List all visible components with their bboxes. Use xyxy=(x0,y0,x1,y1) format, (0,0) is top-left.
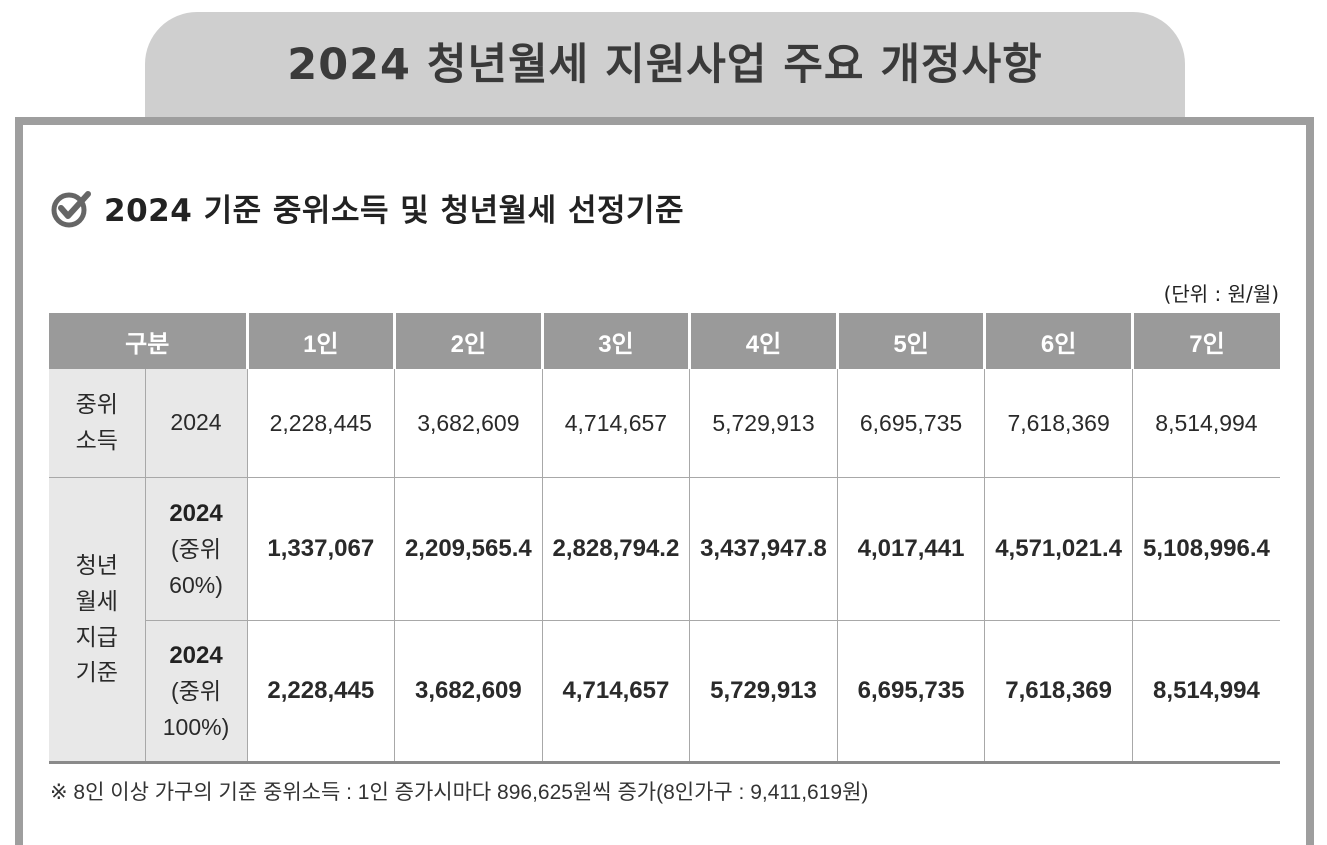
row-label-criteria: 청년 월세 지급 기준 xyxy=(49,477,146,764)
header-cell: 2인 xyxy=(393,313,544,369)
header-cell: 1인 xyxy=(245,313,397,369)
label-line: 지급 xyxy=(75,623,118,650)
check-circle-icon xyxy=(51,190,91,227)
table-cell: 4,714,657 xyxy=(541,369,691,478)
table-header-row: 구분 1인 2인 3인 4인 5인 6인 7인 xyxy=(49,313,1280,369)
table-cell: 6,695,735 xyxy=(836,369,986,478)
table-cell: 8,514,994 xyxy=(1131,369,1280,478)
label-line: 월세 xyxy=(75,587,118,614)
table-cell: 7,618,369 xyxy=(984,620,1133,764)
unit-label: (단위 : 원/월) xyxy=(1163,282,1279,306)
table-row-median: 중위 소득 2024 2,228,445 3,682,609 4,714,657… xyxy=(49,369,1280,478)
table-cell: 3,437,947.8 xyxy=(689,477,838,621)
footnote: ※ 8인 이상 가구의 기준 중위소득 : 1인 증가시마다 896,625원씩… xyxy=(50,781,869,804)
table-cell: 1,337,067 xyxy=(246,477,396,621)
section-header: 2024 기준 중위소득 및 청년월세 선정기준 xyxy=(50,185,684,230)
header-cell: 5인 xyxy=(835,313,987,369)
table-row-criteria-60: 청년 월세 지급 기준 2024 (중위 60%) 1,337,067 2,20… xyxy=(49,477,1280,764)
year-label: 2024 xyxy=(169,499,223,527)
header-cell: 3인 xyxy=(540,313,692,369)
sub-label: (중위 xyxy=(171,535,221,562)
table-row-criteria-100: 2024 (중위 100%) 2,228,445 3,682,609 4,714… xyxy=(49,620,1280,764)
table-cell: 2,228,445 xyxy=(246,369,396,478)
table-cell: 4,714,657 xyxy=(541,620,691,764)
sub-label: 60%) xyxy=(169,571,223,598)
table-cell: 2,209,565.4 xyxy=(394,477,543,621)
label-line: 기준 xyxy=(75,659,118,686)
table-cell: 7,618,369 xyxy=(984,369,1133,478)
table-cell: 2,228,445 xyxy=(246,620,396,764)
table-cell: 3,682,609 xyxy=(394,620,543,764)
table-cell: 2,828,794.2 xyxy=(541,477,691,621)
header-cell: 6인 xyxy=(983,313,1134,369)
title-tab xyxy=(145,12,1185,122)
label-line: 중위 xyxy=(75,391,118,418)
label-line: 소득 xyxy=(75,427,118,453)
table-cell: 4,017,441 xyxy=(836,477,986,621)
sub-label: 100%) xyxy=(162,713,230,740)
year-label: 2024 xyxy=(169,641,223,669)
row-label-median: 중위 소득 xyxy=(49,369,146,478)
table-cell: 5,108,996.4 xyxy=(1131,477,1280,621)
year-cell: 2024 (중위 60%) xyxy=(144,477,248,621)
year-cell: 2024 (중위 100%) xyxy=(144,620,248,764)
header-cell-category: 구분 xyxy=(49,313,249,369)
table-cell: 6,695,735 xyxy=(836,620,986,764)
table-cell: 3,682,609 xyxy=(394,369,543,478)
section-title: 2024 기준 중위소득 및 청년월세 선정기준 xyxy=(104,193,685,229)
label-line: 청년 xyxy=(75,552,118,579)
header-cell: 4인 xyxy=(688,313,839,369)
income-table: 구분 1인 2인 3인 4인 5인 6인 7인 중위 소득 2024 2,228… xyxy=(49,313,1280,764)
year-cell: 2024 xyxy=(144,369,248,478)
table-cell: 5,729,913 xyxy=(689,369,838,478)
table-cell: 8,514,994 xyxy=(1131,620,1280,764)
table-cell: 4,571,021.4 xyxy=(984,477,1133,621)
sub-label: (중위 xyxy=(171,677,221,704)
table-cell: 5,729,913 xyxy=(689,620,838,764)
header-cell: 7인 xyxy=(1130,313,1280,369)
page-title: 2024 청년월세 지원사업 주요 개정사항 xyxy=(287,40,1043,90)
